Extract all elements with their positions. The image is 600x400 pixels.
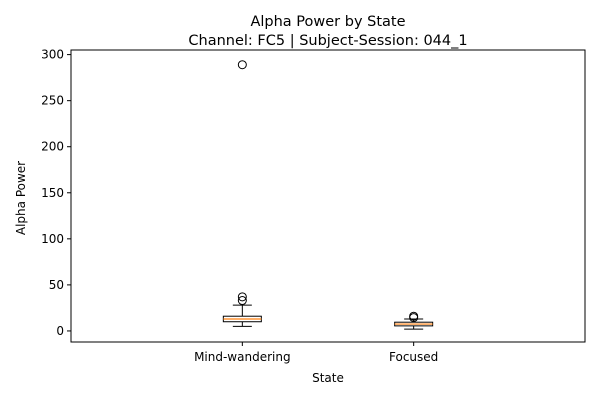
y-tick-label: 0 bbox=[56, 324, 64, 338]
x-tick-label: Mind-wandering bbox=[194, 350, 291, 364]
outlier-point bbox=[409, 311, 419, 321]
y-tick-label: 250 bbox=[41, 94, 64, 108]
outlier-point bbox=[237, 292, 247, 302]
x-tick-label: Focused bbox=[389, 350, 438, 364]
y-tick-label: 100 bbox=[41, 232, 64, 246]
y-tick-label: 50 bbox=[49, 278, 64, 292]
y-tick-label: 200 bbox=[41, 140, 64, 154]
y-tick-label: 150 bbox=[41, 186, 64, 200]
chart-title: Alpha Power by State bbox=[250, 14, 405, 30]
y-axis-label: Alpha Power bbox=[14, 161, 28, 235]
chart-subtitle: Channel: FC5 | Subject-Session: 044_1 bbox=[188, 33, 467, 49]
outlier-point bbox=[237, 60, 247, 70]
plot-area: 0 50 100 150 200 250 300 Mind-wandering Focused bbox=[41, 48, 586, 364]
plot-frame bbox=[70, 49, 586, 343]
y-tick-label: 300 bbox=[41, 48, 64, 62]
x-axis-label: State bbox=[312, 371, 344, 385]
outlier-point bbox=[237, 296, 247, 306]
